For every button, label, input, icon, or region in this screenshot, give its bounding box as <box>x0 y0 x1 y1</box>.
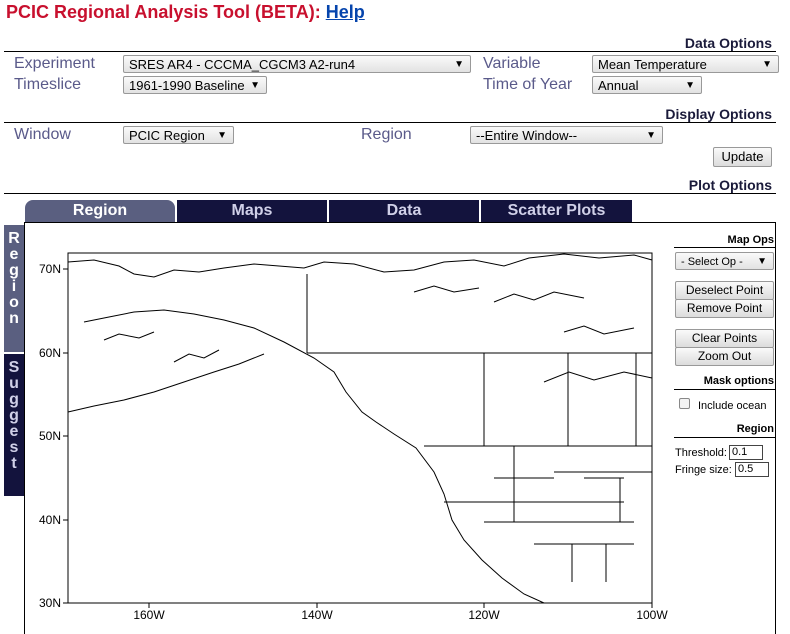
region-select[interactable]: --Entire Window-- ▼ <box>470 126 663 144</box>
select-op-dropdown[interactable]: - Select Op - ▼ <box>675 252 774 270</box>
timeslice-value: 1961-1990 Baseline <box>129 78 245 93</box>
display-options-heading: Display Options <box>665 106 772 122</box>
x-tick-label: 160W <box>133 608 165 622</box>
window-value: PCIC Region <box>129 128 205 143</box>
vtab-letter: i <box>11 278 17 295</box>
x-tick-label: 100W <box>636 608 668 622</box>
chevron-down-icon: ▼ <box>250 80 260 91</box>
divider <box>4 193 776 194</box>
zoom-out-button[interactable]: Zoom Out <box>675 347 774 366</box>
mask-options-heading: Mask options <box>703 375 774 387</box>
threshold-input[interactable]: 0.1 <box>729 445 763 460</box>
time-of-year-select[interactable]: Annual ▼ <box>592 76 702 94</box>
window-label: Window <box>14 126 71 143</box>
divider <box>4 122 776 123</box>
chevron-down-icon: ▼ <box>757 256 767 267</box>
chevron-down-icon: ▼ <box>217 130 227 141</box>
tab-data[interactable]: Data <box>329 200 479 222</box>
chevron-down-icon: ▼ <box>685 80 695 91</box>
time-of-year-value: Annual <box>598 78 639 93</box>
variable-value: Mean Temperature <box>598 57 707 72</box>
divider <box>674 247 776 248</box>
vtab-region[interactable]: R e g i o n <box>4 225 24 352</box>
divider <box>674 389 776 390</box>
region-label: Region <box>361 126 412 143</box>
variable-select[interactable]: Mean Temperature ▼ <box>592 55 779 73</box>
x-tick-label: 140W <box>301 608 333 622</box>
coastlines <box>67 253 653 604</box>
y-tick-label: 70N <box>39 262 61 276</box>
remove-point-button[interactable]: Remove Point <box>675 299 774 318</box>
y-tick-label: 50N <box>39 429 61 443</box>
divider <box>674 437 776 438</box>
region-value: --Entire Window-- <box>476 128 578 143</box>
experiment-select[interactable]: SRES AR4 - CCCMA_CGCM3 A2-run4 ▼ <box>123 55 471 73</box>
tab-maps[interactable]: Maps <box>177 200 327 222</box>
chevron-down-icon: ▼ <box>454 59 464 70</box>
window-select[interactable]: PCIC Region ▼ <box>123 126 234 144</box>
region-panel <box>24 222 776 634</box>
vtab-letter: g <box>9 391 19 408</box>
clear-points-button[interactable]: Clear Points <box>675 329 774 348</box>
vtab-letter: u <box>9 375 19 392</box>
time-of-year-label: Time of Year <box>483 76 573 93</box>
experiment-label: Experiment <box>14 55 95 72</box>
threshold-label: Threshold: <box>675 447 727 459</box>
tab-scatter-plots[interactable]: Scatter Plots <box>481 200 632 222</box>
chevron-down-icon: ▼ <box>762 59 772 70</box>
vtab-letter: R <box>8 230 20 247</box>
fringe-size-input[interactable]: 0.5 <box>735 462 769 477</box>
axis-ticks <box>63 268 653 608</box>
deselect-point-button[interactable]: Deselect Point <box>675 281 774 300</box>
vtab-letter: s <box>9 439 19 456</box>
y-tick-label: 40N <box>39 513 61 527</box>
update-button[interactable]: Update <box>713 147 772 167</box>
map-ops-heading: Map Ops <box>727 234 774 246</box>
vtab-letter: e <box>9 423 19 440</box>
include-ocean-checkbox[interactable] <box>679 398 690 409</box>
page-title: PCIC Regional Analysis Tool (BETA): Help <box>6 2 365 23</box>
boundaries <box>306 274 652 582</box>
vtab-letter: e <box>9 246 19 263</box>
vtab-suggest[interactable]: S u g g e s t <box>4 354 24 496</box>
region-map[interactable]: 70N 60N 50N 40N 30N 160W 140W 120W 100W <box>24 222 674 634</box>
variable-label: Variable <box>483 55 541 72</box>
chevron-down-icon: ▼ <box>646 130 656 141</box>
vtab-letter: S <box>8 359 20 376</box>
select-op-value: - Select Op - <box>681 256 743 268</box>
region-options-heading: Region <box>736 423 774 435</box>
timeslice-label: Timeslice <box>14 76 81 93</box>
vtab-letter: n <box>9 310 19 327</box>
include-ocean-label: Include ocean <box>698 400 767 412</box>
divider <box>4 51 776 52</box>
y-tick-label: 60N <box>39 346 61 360</box>
help-link[interactable]: Help <box>325 2 365 22</box>
y-tick-label: 30N <box>39 596 61 610</box>
fringe-size-label: Fringe size: <box>675 464 732 476</box>
plot-options-heading: Plot Options <box>688 177 772 193</box>
data-options-heading: Data Options <box>684 35 772 51</box>
vtab-letter: o <box>9 294 19 311</box>
vtab-letter: g <box>9 407 19 424</box>
tab-region[interactable]: Region <box>25 200 175 222</box>
x-tick-label: 120W <box>468 608 500 622</box>
timeslice-select[interactable]: 1961-1990 Baseline ▼ <box>123 76 267 94</box>
experiment-value: SRES AR4 - CCCMA_CGCM3 A2-run4 <box>129 57 356 72</box>
vtab-letter: t <box>11 455 17 472</box>
map-frame <box>67 252 653 604</box>
app-title: PCIC Regional Analysis Tool (BETA): <box>6 2 321 22</box>
vtab-letter: g <box>9 262 19 279</box>
